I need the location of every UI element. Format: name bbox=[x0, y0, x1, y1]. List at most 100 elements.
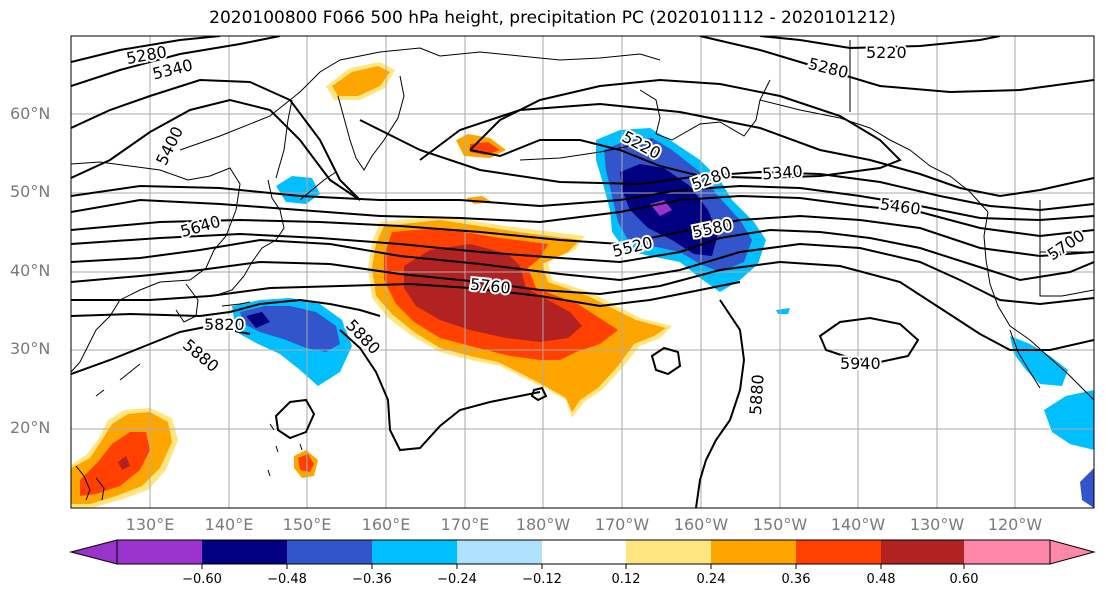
coast-baja bbox=[1009, 329, 1041, 389]
coast-alaska-west bbox=[639, 79, 771, 141]
negative-anomaly-north-japan bbox=[276, 176, 320, 204]
contour-label: 5820 bbox=[204, 315, 245, 334]
contour-5880-east bbox=[695, 299, 746, 508]
positive-anomaly-central-pacific-darkred bbox=[404, 244, 582, 342]
colorbar-segment bbox=[711, 540, 796, 564]
coast-sakhalin bbox=[275, 99, 293, 179]
contour-label: 5340 bbox=[761, 162, 803, 184]
coast-bc-us-west bbox=[983, 211, 1094, 401]
contour-label: 5880 bbox=[746, 374, 768, 416]
contour-5700 bbox=[71, 260, 1094, 351]
contour-label: 5280 bbox=[806, 54, 850, 82]
coast-taiwan-ryukyu bbox=[95, 363, 141, 397]
negative-anomaly-california bbox=[1010, 336, 1068, 386]
lat-label: 60°N bbox=[10, 104, 51, 123]
colorbar-tick-label: −0.12 bbox=[522, 572, 562, 587]
lon-label: 130°W bbox=[909, 515, 965, 534]
colorbar-segment bbox=[964, 540, 1050, 564]
contour-5400-mid bbox=[71, 184, 1094, 222]
lon-label: 170°W bbox=[594, 515, 650, 534]
map-title: 2020100800 F066 500 hPa height, precipit… bbox=[209, 8, 896, 28]
contour-5280-east bbox=[699, 36, 1094, 94]
contour-5280-west bbox=[71, 36, 221, 63]
contour-5640 bbox=[71, 238, 1094, 306]
contour-loop-small-mid bbox=[650, 346, 682, 376]
contour-5460-mid bbox=[71, 194, 1094, 238]
precipitation-shading bbox=[71, 62, 1094, 508]
contour-5280-loop bbox=[419, 102, 1094, 198]
negative-anomaly-mexico-blue bbox=[1080, 468, 1094, 508]
colorbar-tick-label: 0.12 bbox=[611, 572, 641, 587]
lon-label: 160°W bbox=[673, 515, 729, 534]
lon-label: 140°E bbox=[204, 515, 254, 534]
lon-label: 150°W bbox=[752, 515, 808, 534]
contour-5340-mid bbox=[359, 119, 1094, 212]
coast-islands-small bbox=[267, 423, 303, 477]
coast-asia-east bbox=[71, 161, 241, 373]
contour-loop-small-dot bbox=[530, 386, 548, 402]
lat-label: 40°N bbox=[10, 261, 51, 280]
coast-philippines bbox=[75, 465, 105, 501]
contour-5220-east bbox=[759, 36, 1001, 50]
lon-label: 150°E bbox=[282, 515, 332, 534]
colorbar-tick-label: −0.60 bbox=[182, 572, 222, 587]
contour-5340-west bbox=[71, 36, 281, 87]
contour-5520 bbox=[71, 214, 1094, 258]
colorbar-extend-min bbox=[69, 539, 118, 565]
lon-label: 160°E bbox=[361, 515, 411, 534]
coast-gulf-alaska bbox=[759, 99, 989, 213]
contour-5880-west bbox=[71, 324, 251, 375]
colorbar-segment bbox=[457, 540, 542, 564]
lon-label: 170°E bbox=[440, 515, 490, 534]
coast-japan bbox=[213, 179, 285, 307]
positive-anomaly-okhotsk-orange bbox=[332, 66, 390, 96]
coastlines bbox=[71, 40, 1094, 501]
colorbar-tick-label: 0.36 bbox=[781, 572, 811, 587]
colorbar-segment bbox=[881, 540, 964, 564]
coast-aleutians bbox=[519, 139, 653, 161]
lon-label: 140°W bbox=[830, 515, 886, 534]
colorbar-segment bbox=[287, 540, 372, 564]
colorbar-tick-label: 0.24 bbox=[696, 572, 726, 587]
lat-label: 50°N bbox=[10, 182, 51, 201]
lat-label: 30°N bbox=[10, 339, 51, 358]
colorbar bbox=[69, 539, 1096, 569]
lon-label: 130°E bbox=[125, 515, 175, 534]
colorbar-tick-label: 0.48 bbox=[866, 572, 896, 587]
contour-5940 bbox=[818, 316, 920, 364]
negative-anomaly-small bbox=[776, 308, 790, 314]
colorbar-segment bbox=[202, 540, 287, 564]
positive-anomaly-philippine-darkred bbox=[118, 456, 130, 470]
colorbar-tick-label: 0.60 bbox=[949, 572, 979, 587]
coast-kurils bbox=[299, 171, 337, 201]
contour-loop-small-west bbox=[274, 398, 316, 440]
colorbar-segment bbox=[796, 540, 881, 564]
coast-okhotsk bbox=[179, 47, 441, 151]
positive-anomaly-pacific-small-red bbox=[298, 454, 314, 472]
lat-label: 20°N bbox=[10, 418, 51, 437]
contour-label: 5220 bbox=[866, 43, 907, 62]
colorbar-segment bbox=[117, 540, 202, 564]
map-frame bbox=[70, 35, 1095, 509]
lon-label: 120°W bbox=[987, 515, 1043, 534]
colorbar-tick-label: −0.48 bbox=[267, 572, 307, 587]
contour-5820 bbox=[71, 298, 381, 318]
contour-label: 5400 bbox=[152, 123, 187, 168]
height-contours bbox=[71, 36, 1094, 508]
contour-label: 5340 bbox=[151, 55, 195, 83]
colorbar-segment bbox=[372, 540, 457, 564]
negative-anomaly-mexico bbox=[1044, 390, 1094, 450]
contour-5460-west bbox=[71, 98, 361, 201]
contour-label: 5460 bbox=[879, 194, 922, 218]
colorbar-segment bbox=[626, 540, 711, 564]
contour-label: 5880 bbox=[179, 335, 222, 376]
coast-chukotka bbox=[439, 51, 661, 61]
colorbar-frame bbox=[116, 539, 1051, 565]
contour-5880-central bbox=[339, 329, 541, 452]
coast-kamchatka bbox=[337, 75, 405, 171]
colorbar-extend-max bbox=[1049, 539, 1096, 565]
colorbar-tick-label: −0.36 bbox=[352, 572, 392, 587]
contour-label: 5940 bbox=[840, 354, 881, 373]
contour-5580 bbox=[71, 228, 1094, 282]
